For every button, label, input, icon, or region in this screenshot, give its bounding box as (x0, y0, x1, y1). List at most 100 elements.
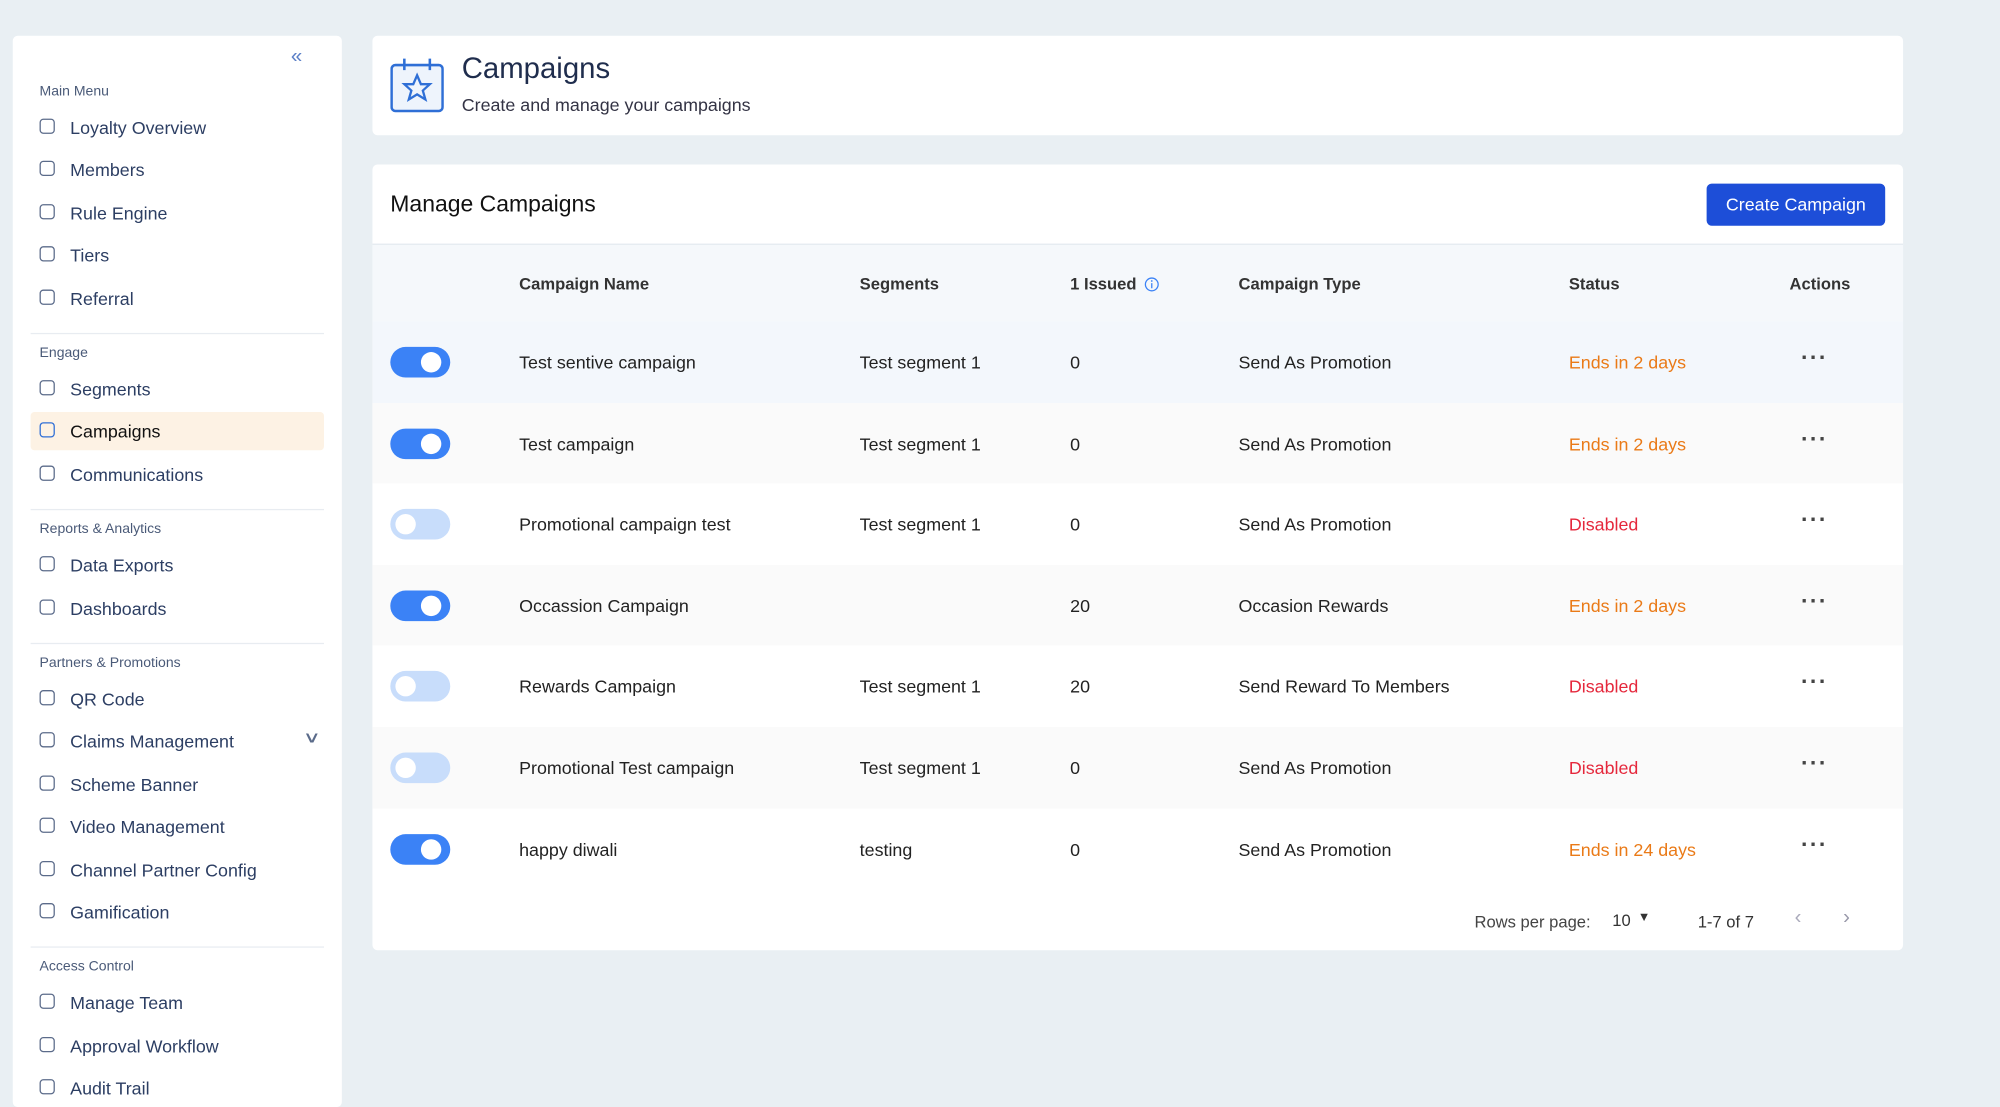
nav-icon (39, 598, 55, 615)
status: Disabled (1568, 514, 1639, 535)
nav-icon (39, 817, 55, 834)
toggle[interactable] (390, 509, 451, 540)
nav-item[interactable]: Manage Team (31, 984, 324, 1022)
nav-item[interactable]: Claims Management ∨ (31, 722, 324, 760)
campaign-type: Send As Promotion (1238, 838, 1392, 860)
actions-menu[interactable]: ··· (1801, 831, 1828, 857)
table-row: Test sentive campaign Test segment 1 0 Send… (372, 321, 1904, 403)
campaign-name: Test sentive campaign (519, 352, 696, 373)
header-card: Campaigns Create and manage your campaig… (372, 35, 1904, 136)
actions-menu[interactable]: ··· (1801, 668, 1828, 695)
next-page[interactable]: › (1843, 906, 1850, 929)
campaign-type: Send As Promotion (1238, 433, 1392, 454)
actions-menu[interactable]: ··· (1801, 425, 1828, 452)
nav-item[interactable]: Referral (31, 279, 324, 317)
segment: testing (859, 838, 913, 860)
nav-icon (39, 422, 55, 438)
nav-item[interactable]: Channel Partner Config (31, 850, 324, 888)
nav-icon (39, 1079, 55, 1095)
nav-item[interactable]: Members (31, 151, 324, 189)
table-row: Occassion Campaign 20 Occasion Rewards Ends… (372, 564, 1904, 646)
campaign-name: Test campaign (519, 433, 635, 454)
nav-icon (39, 203, 55, 220)
nav-item[interactable]: Video Management (31, 808, 324, 846)
campaign-type: Occasion Rewards (1238, 595, 1389, 616)
column-header: Actions (1789, 274, 1851, 294)
nav-item[interactable]: Scheme Banner (31, 765, 324, 803)
toggle-knob (395, 676, 416, 697)
nav-item[interactable]: Communications (31, 455, 324, 493)
rows-per-page-label: Rows per page: (1474, 911, 1591, 932)
nav-item[interactable]: Tiers (31, 236, 324, 274)
nav-icon (39, 775, 55, 791)
nav-label: Manage Team (70, 992, 183, 1014)
nav-item[interactable]: QR Code (31, 680, 324, 718)
section-title: Partners & Promotions (39, 655, 181, 671)
nav-label: Dashboards (70, 597, 167, 619)
nav-icon (39, 860, 55, 876)
campaign-type: Send As Promotion (1238, 514, 1392, 535)
issued: 0 (1070, 352, 1081, 373)
nav-label: Video Management (70, 816, 225, 837)
status: Ends in 2 days (1568, 352, 1687, 373)
nav-item[interactable]: Rule Engine (31, 194, 324, 232)
prev-page[interactable]: ‹ (1794, 906, 1802, 929)
toggle[interactable] (390, 833, 451, 865)
issued: 0 (1070, 838, 1081, 860)
header-icon (390, 58, 444, 113)
page-title: Campaigns (461, 51, 611, 85)
toggle[interactable] (390, 428, 451, 459)
campaign-name: Promotional Test campaign (519, 757, 735, 779)
actions-menu[interactable]: ··· (1801, 344, 1828, 370)
create-button[interactable]: Create Campaign (1706, 183, 1886, 226)
campaign-name: happy diwali (519, 838, 618, 860)
issued: 0 (1070, 514, 1081, 535)
toggle[interactable] (390, 590, 451, 621)
toggle[interactable] (390, 671, 451, 703)
status: Disabled (1568, 676, 1639, 697)
actions-menu[interactable]: ··· (1801, 749, 1828, 776)
collapse-button[interactable]: « (290, 45, 303, 68)
toggle[interactable] (390, 346, 451, 378)
issued: 20 (1070, 595, 1091, 616)
nav-item[interactable]: Approval Workflow (31, 1027, 324, 1065)
issued: 0 (1070, 433, 1081, 454)
issued: 20 (1070, 676, 1091, 697)
nav-label: Communications (70, 464, 204, 485)
nav-label: Approval Workflow (70, 1035, 219, 1056)
nav-item[interactable]: Campaigns (30, 412, 324, 451)
column-header: Segments (859, 274, 939, 294)
nav-label: Channel Partner Config (70, 859, 257, 880)
nav-icon (39, 161, 55, 177)
info-icon[interactable] (1144, 277, 1159, 292)
actions-menu[interactable]: ··· (1801, 506, 1828, 533)
nav-label: QR Code (70, 688, 145, 710)
actions-menu[interactable]: ··· (1801, 587, 1828, 614)
nav-label: Scheme Banner (70, 773, 199, 795)
status: Disabled (1568, 757, 1639, 779)
separator (30, 642, 324, 645)
nav-label: Rule Engine (70, 202, 168, 223)
segment: Test segment 1 (859, 676, 981, 697)
nav-item[interactable]: Data Exports (31, 546, 324, 584)
campaign-type: Send Reward To Members (1238, 676, 1450, 697)
nav-item[interactable]: Dashboards (31, 589, 324, 627)
rows-per-page[interactable]: 10 (1612, 910, 1631, 930)
toggle[interactable] (390, 752, 451, 784)
nav-icon (39, 556, 55, 572)
segment: Test segment 1 (859, 514, 981, 535)
campaign-name: Occassion Campaign (519, 595, 689, 616)
segment: Test segment 1 (859, 352, 981, 373)
table-row: Rewards Campaign Test segment 1 20 Send Rew… (372, 645, 1904, 728)
dropdown-arrow[interactable]: ▼ (1637, 910, 1651, 925)
nav-item[interactable]: Segments (31, 370, 324, 408)
status: Ends in 2 days (1568, 595, 1687, 616)
nav-item[interactable]: Audit Trail (31, 1069, 324, 1107)
nav-item[interactable]: Gamification (31, 893, 324, 931)
separator (30, 946, 324, 949)
toggle-knob (420, 433, 442, 454)
nav-item[interactable]: Loyalty Overview (31, 108, 324, 146)
status: Ends in 2 days (1568, 433, 1687, 454)
